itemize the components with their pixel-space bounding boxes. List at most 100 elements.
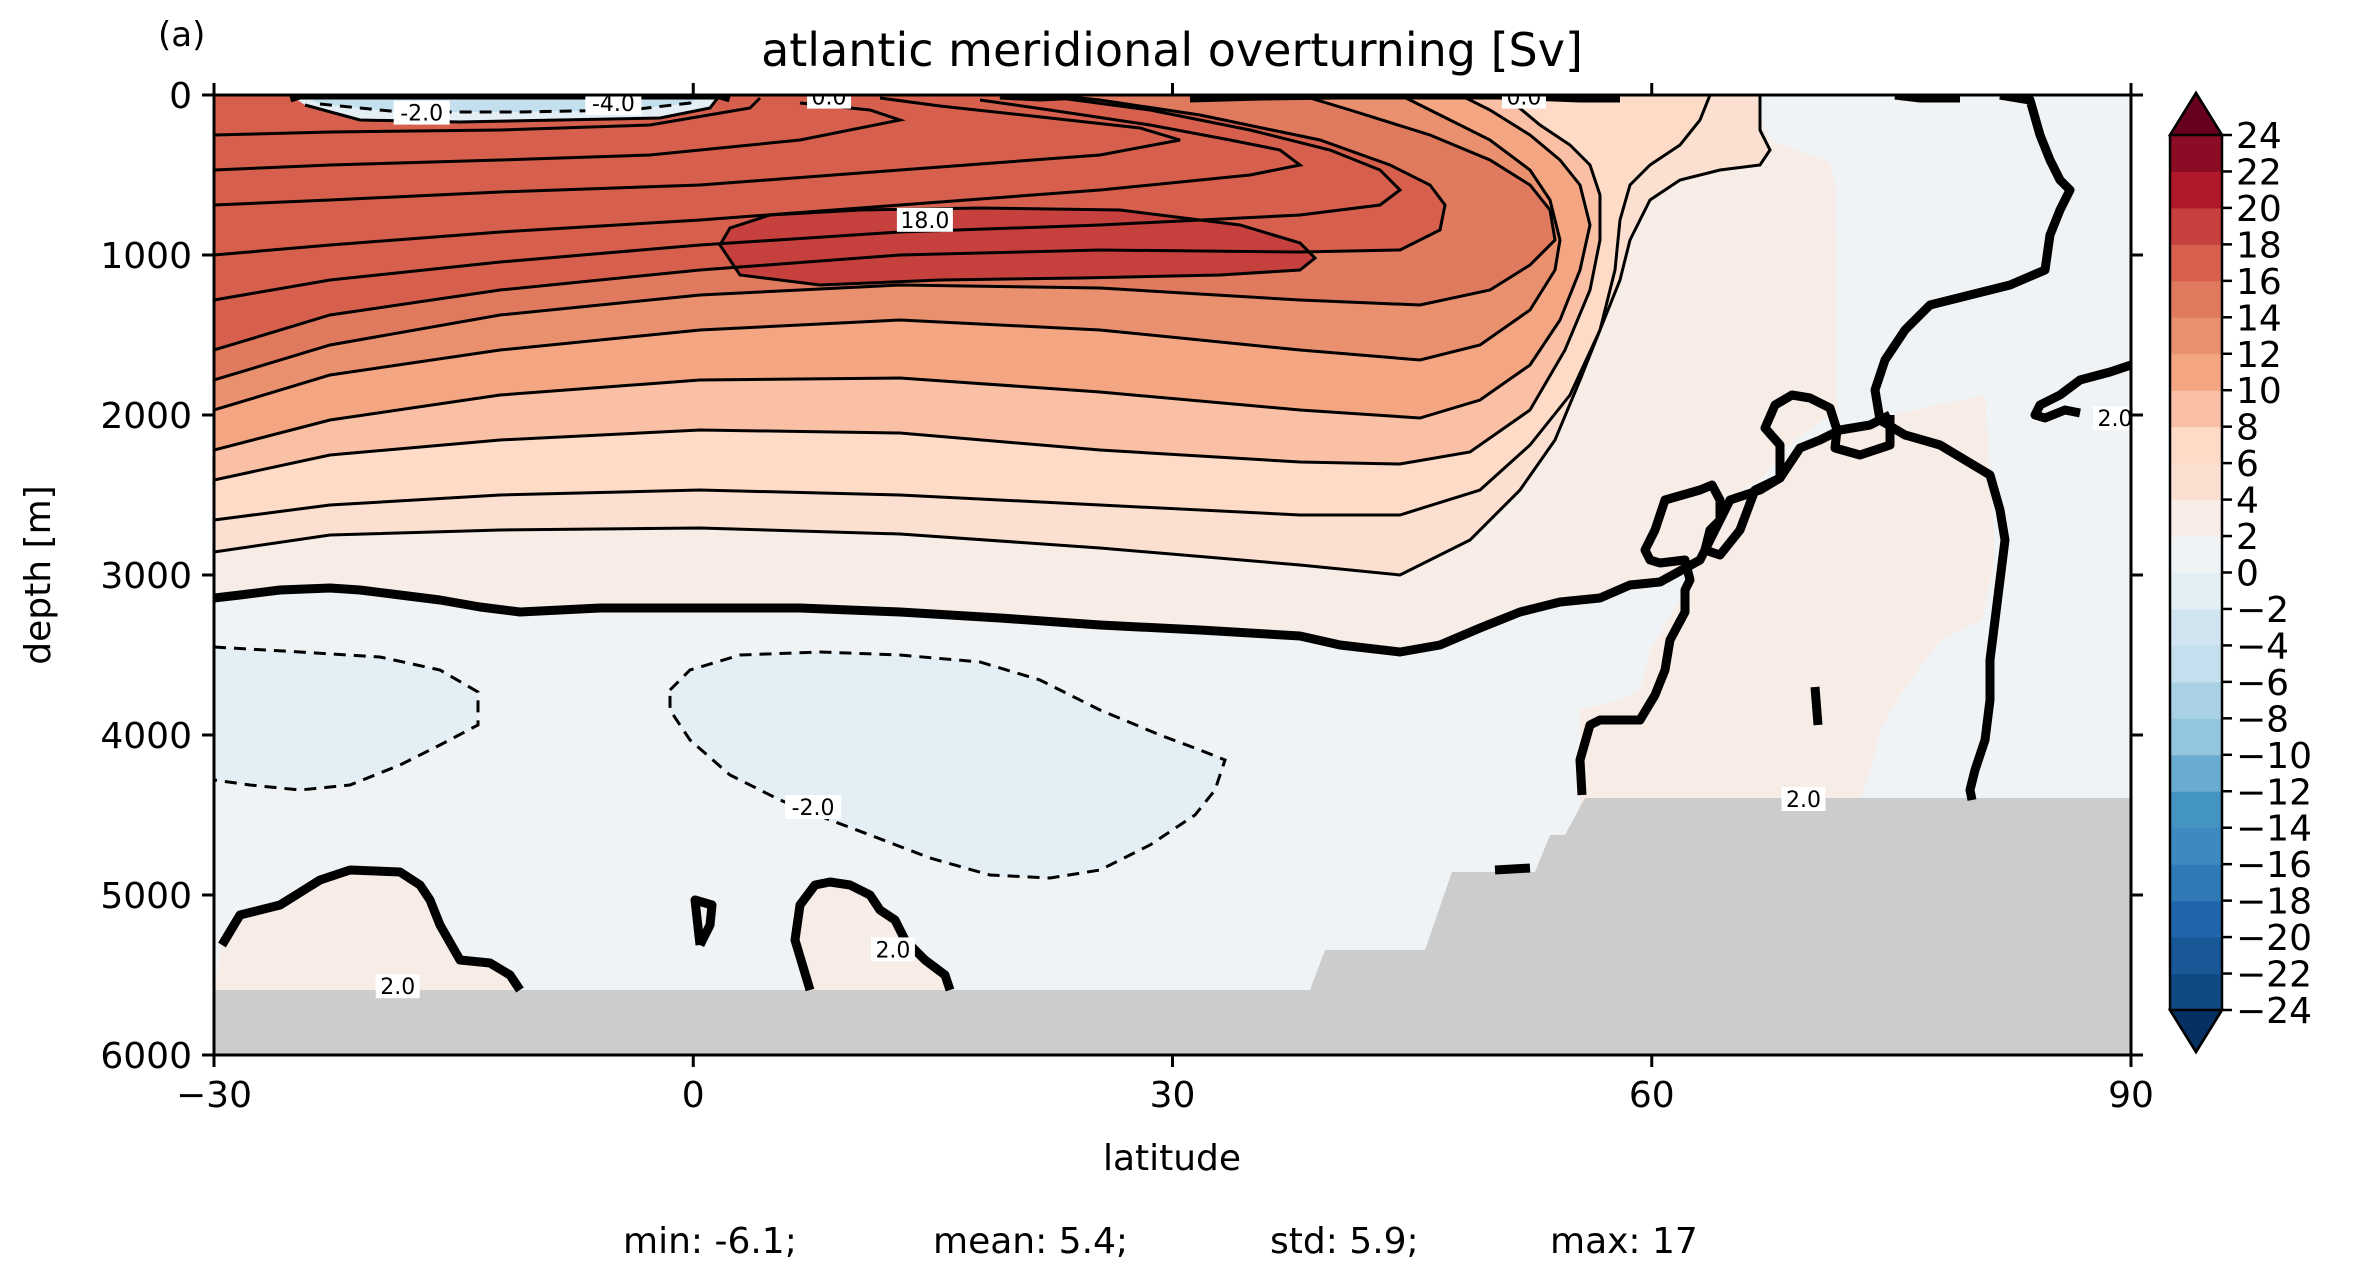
colorbar-tick-label: 4 xyxy=(2236,481,2259,522)
colorbar-bin xyxy=(2170,426,2222,464)
contour-label-bg xyxy=(896,207,953,232)
plot-area: -2.0 -4.0 0.0 0.0 18.0 2.0 -2.0 2.0 2.0 2.0 xyxy=(214,86,2133,1055)
x-axis-label: latitude xyxy=(1103,1138,1241,1179)
colorbar-bin xyxy=(2170,791,2222,829)
stat-std: std: 5.9; xyxy=(1270,1221,1419,1262)
colorbar-bin xyxy=(2170,718,2222,756)
colorbar-bin xyxy=(2170,135,2222,172)
colorbar-bin xyxy=(2170,864,2222,902)
stat-max: max: 17 xyxy=(1550,1221,1698,1262)
colorbar-tick-label: 18 xyxy=(2236,225,2282,266)
contour-label: 2.0 xyxy=(875,938,910,963)
colorbar-tick-label: −20 xyxy=(2236,918,2312,959)
panel-label: (a) xyxy=(158,15,205,55)
contour-label-bg xyxy=(393,100,450,125)
colorbar-bin xyxy=(2170,171,2222,209)
colorbar-tick-label: 6 xyxy=(2236,444,2259,485)
stat-mean: mean: 5.4; xyxy=(933,1221,1128,1262)
contour-label-bg xyxy=(870,937,915,962)
y-axis-label: depth [m] xyxy=(18,485,59,664)
y-tick-label: 0 xyxy=(169,76,192,117)
stat-min: min: -6.1; xyxy=(623,1221,797,1262)
colorbar-tick-label: −18 xyxy=(2236,882,2312,923)
colorbar-bin xyxy=(2170,463,2222,501)
colorbar-bin xyxy=(2170,244,2222,282)
colorbar-tick-label: 8 xyxy=(2236,408,2259,449)
colorbar-bin xyxy=(2170,499,2222,537)
colorbar-tick-label: −16 xyxy=(2236,845,2312,886)
y-tick-label: 6000 xyxy=(100,1036,192,1077)
colorbar-extend-max xyxy=(2167,90,2225,137)
chart-title: atlantic meridional overturning [Sv] xyxy=(761,23,1583,77)
colorbar-tick-label: 22 xyxy=(2236,152,2282,193)
contour-lines-thin xyxy=(214,95,1772,577)
contour-label-bg xyxy=(785,795,842,819)
colorbar-tick-label: −22 xyxy=(2236,955,2312,996)
colorbar-tick-label: 10 xyxy=(2236,371,2282,412)
colorbar-bin xyxy=(2170,681,2222,719)
colorbar-bin xyxy=(2170,536,2222,573)
colorbar-tick-label: 12 xyxy=(2236,335,2282,376)
colorbar-bin xyxy=(2170,645,2222,683)
colorbar-extend-min xyxy=(2167,1008,2225,1055)
contour-label-bg xyxy=(585,95,642,115)
contour-labels: -2.0 -4.0 0.0 0.0 18.0 2.0 -2.0 2.0 2.0 2.0 xyxy=(375,86,2133,1000)
stats-footer: min: -6.1; mean: 5.4; std: 5.9; max: 17 xyxy=(623,1221,1698,1262)
contour-label: -2.0 xyxy=(400,102,443,127)
colorbar-tick-label: −12 xyxy=(2236,772,2312,813)
y-tick-label: 1000 xyxy=(100,236,192,277)
x-tick-label: 90 xyxy=(2108,1075,2154,1116)
colorbar-bin xyxy=(2170,280,2222,318)
colorbar-tick-label: 16 xyxy=(2236,262,2282,303)
x-axis: −30 0 30 60 90 xyxy=(176,83,2154,1116)
colorbar-bin xyxy=(2170,390,2222,428)
x-tick-label: −30 xyxy=(176,1075,252,1116)
colorbar-tick-label: −2 xyxy=(2236,590,2289,631)
contour-label: 2.0 xyxy=(2098,407,2133,432)
colorbar-tick-label: −8 xyxy=(2236,699,2289,740)
colorbar-tick-label: −4 xyxy=(2236,626,2289,667)
fill-pos-bottom-mid xyxy=(795,882,950,990)
y-tick-label: 5000 xyxy=(100,876,192,917)
contour-label: 18.0 xyxy=(900,209,949,234)
x-tick-label: 30 xyxy=(1150,1075,1196,1116)
y-tick-label: 3000 xyxy=(100,556,192,597)
colorbar-bin xyxy=(2170,572,2222,610)
contour-label: 2.0 xyxy=(380,975,415,1000)
colorbar-bin xyxy=(2170,754,2222,792)
colorbar-bin xyxy=(2170,827,2222,865)
contour-label-bg xyxy=(375,974,420,999)
colorbar-tick-label: −10 xyxy=(2236,736,2312,777)
contour-label: -2.0 xyxy=(792,796,835,821)
colorbar-tick-label: 20 xyxy=(2236,189,2282,230)
y-tick-label: 4000 xyxy=(100,716,192,757)
colorbar-bin xyxy=(2170,608,2222,646)
colorbar-bin xyxy=(2170,900,2222,938)
colorbar-bin xyxy=(2170,207,2222,245)
colorbar-tick-label: 2 xyxy=(2236,517,2259,558)
colorbar-tick-label: 24 xyxy=(2236,116,2282,157)
contour-label: 2.0 xyxy=(1786,788,1821,813)
colorbar-bin xyxy=(2170,317,2222,355)
contour-label: -4.0 xyxy=(592,92,635,117)
contour-lines-negative xyxy=(214,95,1227,880)
contour-label: 0.0 xyxy=(1506,86,1541,111)
land-mask xyxy=(214,798,2131,1055)
colorbar-bin xyxy=(2170,937,2222,975)
x-tick-label: 60 xyxy=(1629,1075,1675,1116)
contour-label-bg xyxy=(807,95,852,109)
colorbar-tick-label: −14 xyxy=(2236,809,2312,850)
colorbar-bin xyxy=(2170,973,2222,1011)
colorbar-tick-label: −24 xyxy=(2236,991,2312,1032)
fill-neg-deep-west xyxy=(214,647,478,790)
colorbar-tick-label: 0 xyxy=(2236,554,2259,595)
fill-neg-deep-east xyxy=(670,652,1225,878)
contour-label: 0.0 xyxy=(812,86,847,111)
contour-label-bg xyxy=(2093,406,2131,431)
contour-label-bg xyxy=(1501,95,1546,109)
fill-pos-16 xyxy=(720,208,1315,285)
y-tick-label: 2000 xyxy=(100,396,192,437)
contour-label-bg xyxy=(1781,787,1826,811)
colorbar-tick-label: −6 xyxy=(2236,663,2289,704)
